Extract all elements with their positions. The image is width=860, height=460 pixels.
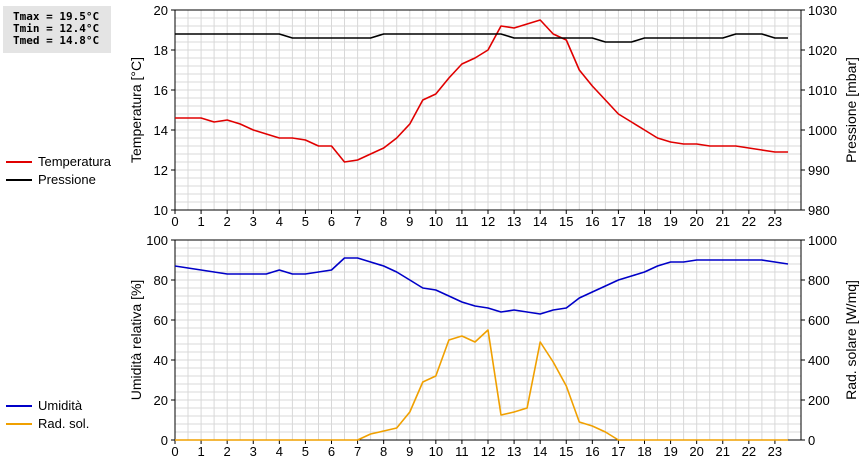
x-tick-label: 0 — [171, 214, 178, 229]
y2-tick-label: 800 — [808, 273, 830, 288]
x-tick-label: 13 — [507, 214, 521, 229]
x-tick-label: 21 — [716, 214, 730, 229]
x-tick-label: 4 — [276, 444, 283, 459]
x-tick-label: 19 — [663, 444, 677, 459]
x-tick-label: 10 — [429, 444, 443, 459]
tmax-text: Tmax = 19.5°C — [13, 10, 100, 23]
x-tick-label: 6 — [328, 214, 335, 229]
series-line-pressione — [175, 33, 788, 43]
x-tick-label: 23 — [768, 214, 782, 229]
x-tick-label: 12 — [481, 214, 495, 229]
y-tick-label: 0 — [161, 433, 168, 448]
x-tick-label: 14 — [533, 444, 547, 459]
y2-tick-label: 990 — [808, 163, 830, 178]
x-tick-label: 0 — [171, 444, 178, 459]
legend-label-temperatura: Temperatura — [38, 154, 111, 169]
y-axis-title: Umidità relativa [%] — [128, 280, 144, 401]
x-tick-label: 23 — [768, 444, 782, 459]
x-tick-label: 9 — [406, 444, 413, 459]
x-tick-label: 11 — [455, 444, 469, 459]
y-tick-label: 60 — [154, 313, 168, 328]
y-tick-label: 20 — [154, 3, 168, 18]
legend-swatch-umidita — [6, 405, 32, 407]
series-line-temperatura — [175, 19, 788, 163]
x-tick-label: 16 — [585, 444, 599, 459]
series-line-rad-sol — [175, 329, 788, 441]
x-tick-label: 1 — [197, 214, 204, 229]
x-tick-label: 21 — [716, 444, 730, 459]
x-tick-label: 3 — [250, 444, 257, 459]
legend-swatch-rad-sol — [6, 423, 32, 425]
y-tick-label: 20 — [154, 393, 168, 408]
legend-label-pressione: Pressione — [38, 172, 96, 187]
x-tick-label: 8 — [380, 214, 387, 229]
y-tick-label: 14 — [154, 123, 168, 138]
chart-panel-1: 0 1 2 3 4 5 6 7 8 9 10 11 12 13 14 15 16 17 18 19 20 21 22 2310… — [128, 3, 859, 229]
y2-tick-label: 400 — [808, 353, 830, 368]
y2-tick-label: 1030 — [808, 3, 837, 18]
y-tick-label: 40 — [154, 353, 168, 368]
x-tick-label: 14 — [533, 214, 547, 229]
x-tick-label: 22 — [742, 214, 756, 229]
x-tick-label: 10 — [429, 214, 443, 229]
x-tick-label: 15 — [559, 214, 573, 229]
y2-tick-label: 1020 — [808, 43, 837, 58]
x-tick-label: 20 — [689, 444, 703, 459]
x-tick-label: 17 — [611, 444, 625, 459]
stats-box: Tmax = 19.5°C Tmin = 12.4°C Tmed = 14.8°… — [3, 6, 111, 53]
x-tick-label: 7 — [354, 444, 361, 459]
tmin-text: Tmin = 12.4°C — [13, 22, 100, 35]
x-tick-label: 6 — [328, 444, 335, 459]
x-tick-label: 16 — [585, 214, 599, 229]
x-tick-label: 3 — [250, 214, 257, 229]
y-tick-label: 100 — [146, 233, 168, 248]
x-tick-label: 2 — [224, 214, 231, 229]
y-axis-title: Temperatura [°C] — [128, 57, 144, 163]
x-tick-label: 22 — [742, 444, 756, 459]
y2-tick-label: 200 — [808, 393, 830, 408]
x-tick-label: 19 — [663, 214, 677, 229]
y-tick-label: 10 — [154, 203, 168, 218]
y2-tick-label: 1010 — [808, 83, 837, 98]
x-tick-label: 2 — [224, 444, 231, 459]
x-tick-label: 17 — [611, 214, 625, 229]
x-tick-label: 18 — [637, 214, 651, 229]
x-tick-label: 7 — [354, 214, 361, 229]
y-tick-label: 80 — [154, 273, 168, 288]
y2-tick-label: 980 — [808, 203, 830, 218]
y2-axis-title: Rad. solare [W/mq] — [843, 280, 859, 400]
x-tick-label: 1 — [197, 444, 204, 459]
x-tick-label: 20 — [689, 214, 703, 229]
y2-tick-label: 600 — [808, 313, 830, 328]
y-tick-label: 18 — [154, 43, 168, 58]
x-tick-label: 18 — [637, 444, 651, 459]
x-tick-label: 11 — [455, 214, 469, 229]
x-tick-label: 4 — [276, 214, 283, 229]
x-tick-label: 9 — [406, 214, 413, 229]
tmed-text: Tmed = 14.8°C — [13, 34, 100, 47]
chart-panel-2: 0 1 2 3 4 5 6 7 8 9 10 11 12 13 14 15 16 17 18 19 20 21 22 2302… — [128, 233, 859, 459]
x-tick-label: 15 — [559, 444, 573, 459]
x-tick-label: 5 — [302, 444, 309, 459]
legend-swatch-pressione — [6, 179, 32, 181]
y2-tick-label: 1000 — [808, 233, 837, 248]
legend-label-umidita: Umidità — [38, 398, 83, 413]
y-tick-label: 16 — [154, 83, 168, 98]
x-tick-label: 5 — [302, 214, 309, 229]
y2-tick-label: 1000 — [808, 123, 837, 138]
legend-swatch-temperatura — [6, 161, 32, 163]
legend-label-rad-sol: Rad. sol. — [38, 416, 90, 431]
y2-axis-title: Pressione [mbar] — [843, 57, 859, 163]
series-line-umidita — [174, 257, 789, 315]
y2-tick-label: 0 — [808, 433, 815, 448]
x-tick-label: 12 — [481, 444, 495, 459]
x-tick-label: 8 — [380, 444, 387, 459]
x-tick-label: 13 — [507, 444, 521, 459]
y-tick-label: 12 — [154, 163, 168, 178]
